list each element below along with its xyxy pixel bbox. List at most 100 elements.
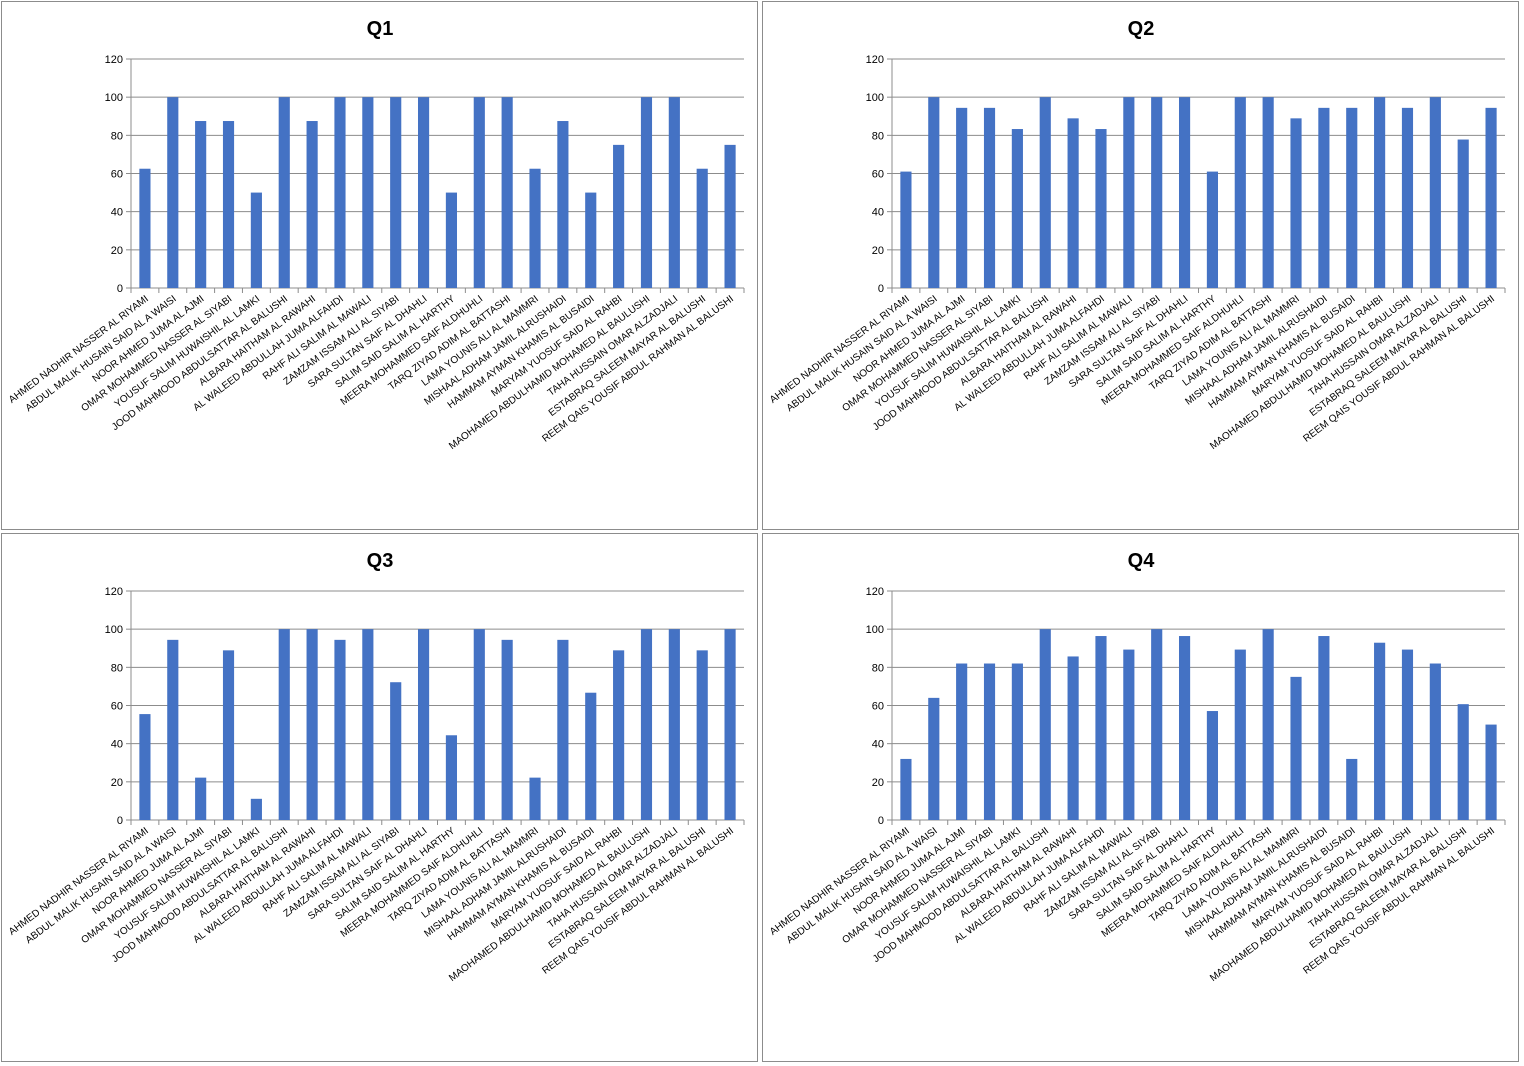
y-tick-label: 60	[111, 701, 123, 713]
y-tick-label: 40	[872, 207, 884, 219]
bar	[1123, 97, 1135, 289]
bar	[1346, 758, 1358, 820]
y-tick-label: 120	[105, 54, 123, 66]
y-tick-label: 60	[111, 169, 123, 181]
bar	[668, 97, 680, 289]
bar	[167, 97, 179, 289]
bar	[1095, 636, 1107, 820]
y-tick-label: 60	[872, 701, 884, 713]
y-tick-label: 0	[117, 815, 123, 827]
bar	[278, 629, 290, 820]
y-tick-label: 40	[111, 207, 123, 219]
y-tick-label: 100	[866, 92, 884, 104]
y-tick-label: 20	[872, 777, 884, 789]
bar	[900, 171, 912, 288]
bar	[390, 682, 402, 820]
bar	[1067, 118, 1079, 288]
y-tick-label: 100	[105, 92, 123, 104]
bar	[1429, 663, 1441, 820]
bar	[928, 697, 940, 820]
bar	[1290, 676, 1302, 820]
bar	[501, 639, 513, 820]
y-tick-label: 0	[117, 283, 123, 295]
bar	[445, 192, 458, 288]
bar	[1178, 636, 1191, 820]
bar	[1374, 97, 1386, 289]
bar	[1485, 107, 1497, 288]
bar	[1095, 129, 1107, 288]
bar	[1039, 97, 1051, 289]
bar	[167, 639, 179, 820]
bar	[724, 629, 736, 820]
bar	[1151, 629, 1163, 820]
bar	[557, 121, 569, 288]
bar	[222, 650, 235, 820]
bar	[696, 168, 708, 288]
bar	[334, 97, 346, 289]
chart-panel-q3: Q3 0 20 40 60 80 100 120 AHMED NADHIR NASSER AL …	[1, 533, 758, 1062]
bar	[417, 629, 430, 820]
y-tick-label: 40	[111, 739, 123, 751]
bar	[1206, 171, 1219, 288]
chart-panel-q4: Q4 0 20 40 60 80 100 120 AHMED NADHIR NASSER AL …	[762, 533, 1519, 1062]
bar	[139, 714, 151, 820]
y-tick-label: 40	[872, 739, 884, 751]
bar	[1457, 139, 1469, 288]
chart-title: Q3	[367, 550, 394, 572]
bar	[195, 121, 207, 288]
chart-panel-q1: Q1 0 20 40 60 80 100 120 AHMED NADHIR NASSER AL …	[1, 1, 758, 530]
bar	[1401, 107, 1414, 288]
bar	[222, 121, 235, 288]
bar	[557, 639, 569, 820]
y-tick-label: 120	[866, 586, 884, 598]
bar	[640, 629, 653, 820]
bar	[668, 629, 680, 820]
bar	[1206, 711, 1219, 820]
bar	[1178, 97, 1191, 289]
y-tick-label: 20	[111, 245, 123, 257]
y-tick-label: 100	[866, 624, 884, 636]
y-tick-label: 0	[878, 815, 884, 827]
bar	[529, 168, 541, 288]
bar	[1346, 107, 1358, 288]
bar	[139, 168, 151, 288]
bar	[250, 192, 262, 288]
bar	[1011, 129, 1023, 288]
bar	[473, 629, 485, 820]
y-tick-label: 80	[111, 130, 123, 142]
bar	[1429, 97, 1441, 289]
bar	[390, 97, 402, 289]
y-tick-label: 80	[872, 130, 884, 142]
chart-panel-q2: Q2 0 20 40 60 80 100 120 AHMED NADHIR NASSER AL …	[762, 1, 1519, 530]
bar	[195, 777, 207, 820]
bar	[445, 735, 458, 820]
bar	[1485, 724, 1497, 820]
y-tick-label: 0	[878, 283, 884, 295]
y-tick-label: 60	[872, 169, 884, 181]
y-tick-label: 80	[872, 662, 884, 674]
bar	[585, 692, 597, 820]
bar	[1234, 649, 1246, 820]
bar	[696, 650, 708, 820]
bar	[362, 97, 374, 289]
bar	[1262, 629, 1274, 820]
bar	[900, 758, 912, 820]
bar	[334, 639, 346, 820]
chart-title: Q1	[367, 18, 394, 40]
bar	[362, 629, 374, 820]
y-tick-label: 20	[872, 245, 884, 257]
bar	[613, 650, 625, 820]
bar	[1318, 107, 1330, 288]
bar	[1011, 663, 1023, 820]
bar	[928, 97, 940, 289]
bar	[1318, 636, 1330, 820]
bar	[1067, 656, 1079, 820]
bar	[278, 97, 290, 289]
bar	[306, 629, 318, 820]
bar	[1374, 642, 1386, 820]
bar	[724, 144, 736, 288]
